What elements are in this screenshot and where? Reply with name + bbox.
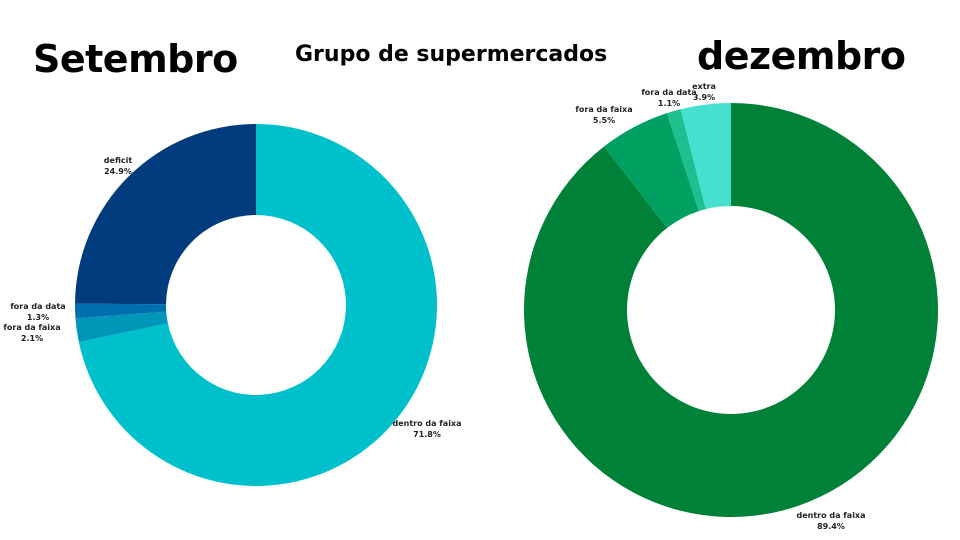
slice-label-fora-da-data: fora da data <box>641 88 696 97</box>
slice-value-fora-da-faixa: 2.1% <box>21 334 43 343</box>
chart-title-dezembro: dezembro <box>697 34 906 78</box>
slice-label-dentro-da-faixa: dentro da faixa <box>797 511 866 520</box>
slice-label-dentro-da-faixa: dentro da faixa <box>393 419 462 428</box>
slice-fora-da-data <box>75 303 167 319</box>
slice-fora-da-faixa <box>604 113 699 228</box>
slice-value-fora-da-data: 1.3% <box>27 313 49 322</box>
slice-value-fora-da-faixa: 5.5% <box>593 116 615 125</box>
slice-label-extra: extra <box>692 82 716 91</box>
slice-deficit <box>75 124 256 305</box>
slice-value-deficit: 24.9% <box>104 167 132 176</box>
slice-dentro-da-faixa <box>524 103 939 518</box>
slice-dentro-da-faixa <box>78 124 437 486</box>
slice-label-fora-da-faixa: fora da faixa <box>575 105 632 114</box>
slice-label-fora-da-data: fora da data <box>10 302 65 311</box>
chart-title-setembro: Setembro <box>33 37 238 81</box>
page-title: Grupo de supermercados <box>295 42 608 67</box>
slice-label-fora-da-faixa: fora da faixa <box>3 323 60 332</box>
slice-value-extra: 3.9% <box>693 93 715 102</box>
slice-label-deficit: deficit <box>104 156 133 165</box>
slice-fora-da-data <box>666 109 706 212</box>
slice-value-dentro-da-faixa: 89.4% <box>817 522 845 531</box>
slice-fora-da-faixa <box>75 311 168 342</box>
slice-value-fora-da-data: 1.1% <box>658 99 680 108</box>
slice-extra <box>680 103 731 210</box>
slice-value-dentro-da-faixa: 71.8% <box>413 430 441 439</box>
